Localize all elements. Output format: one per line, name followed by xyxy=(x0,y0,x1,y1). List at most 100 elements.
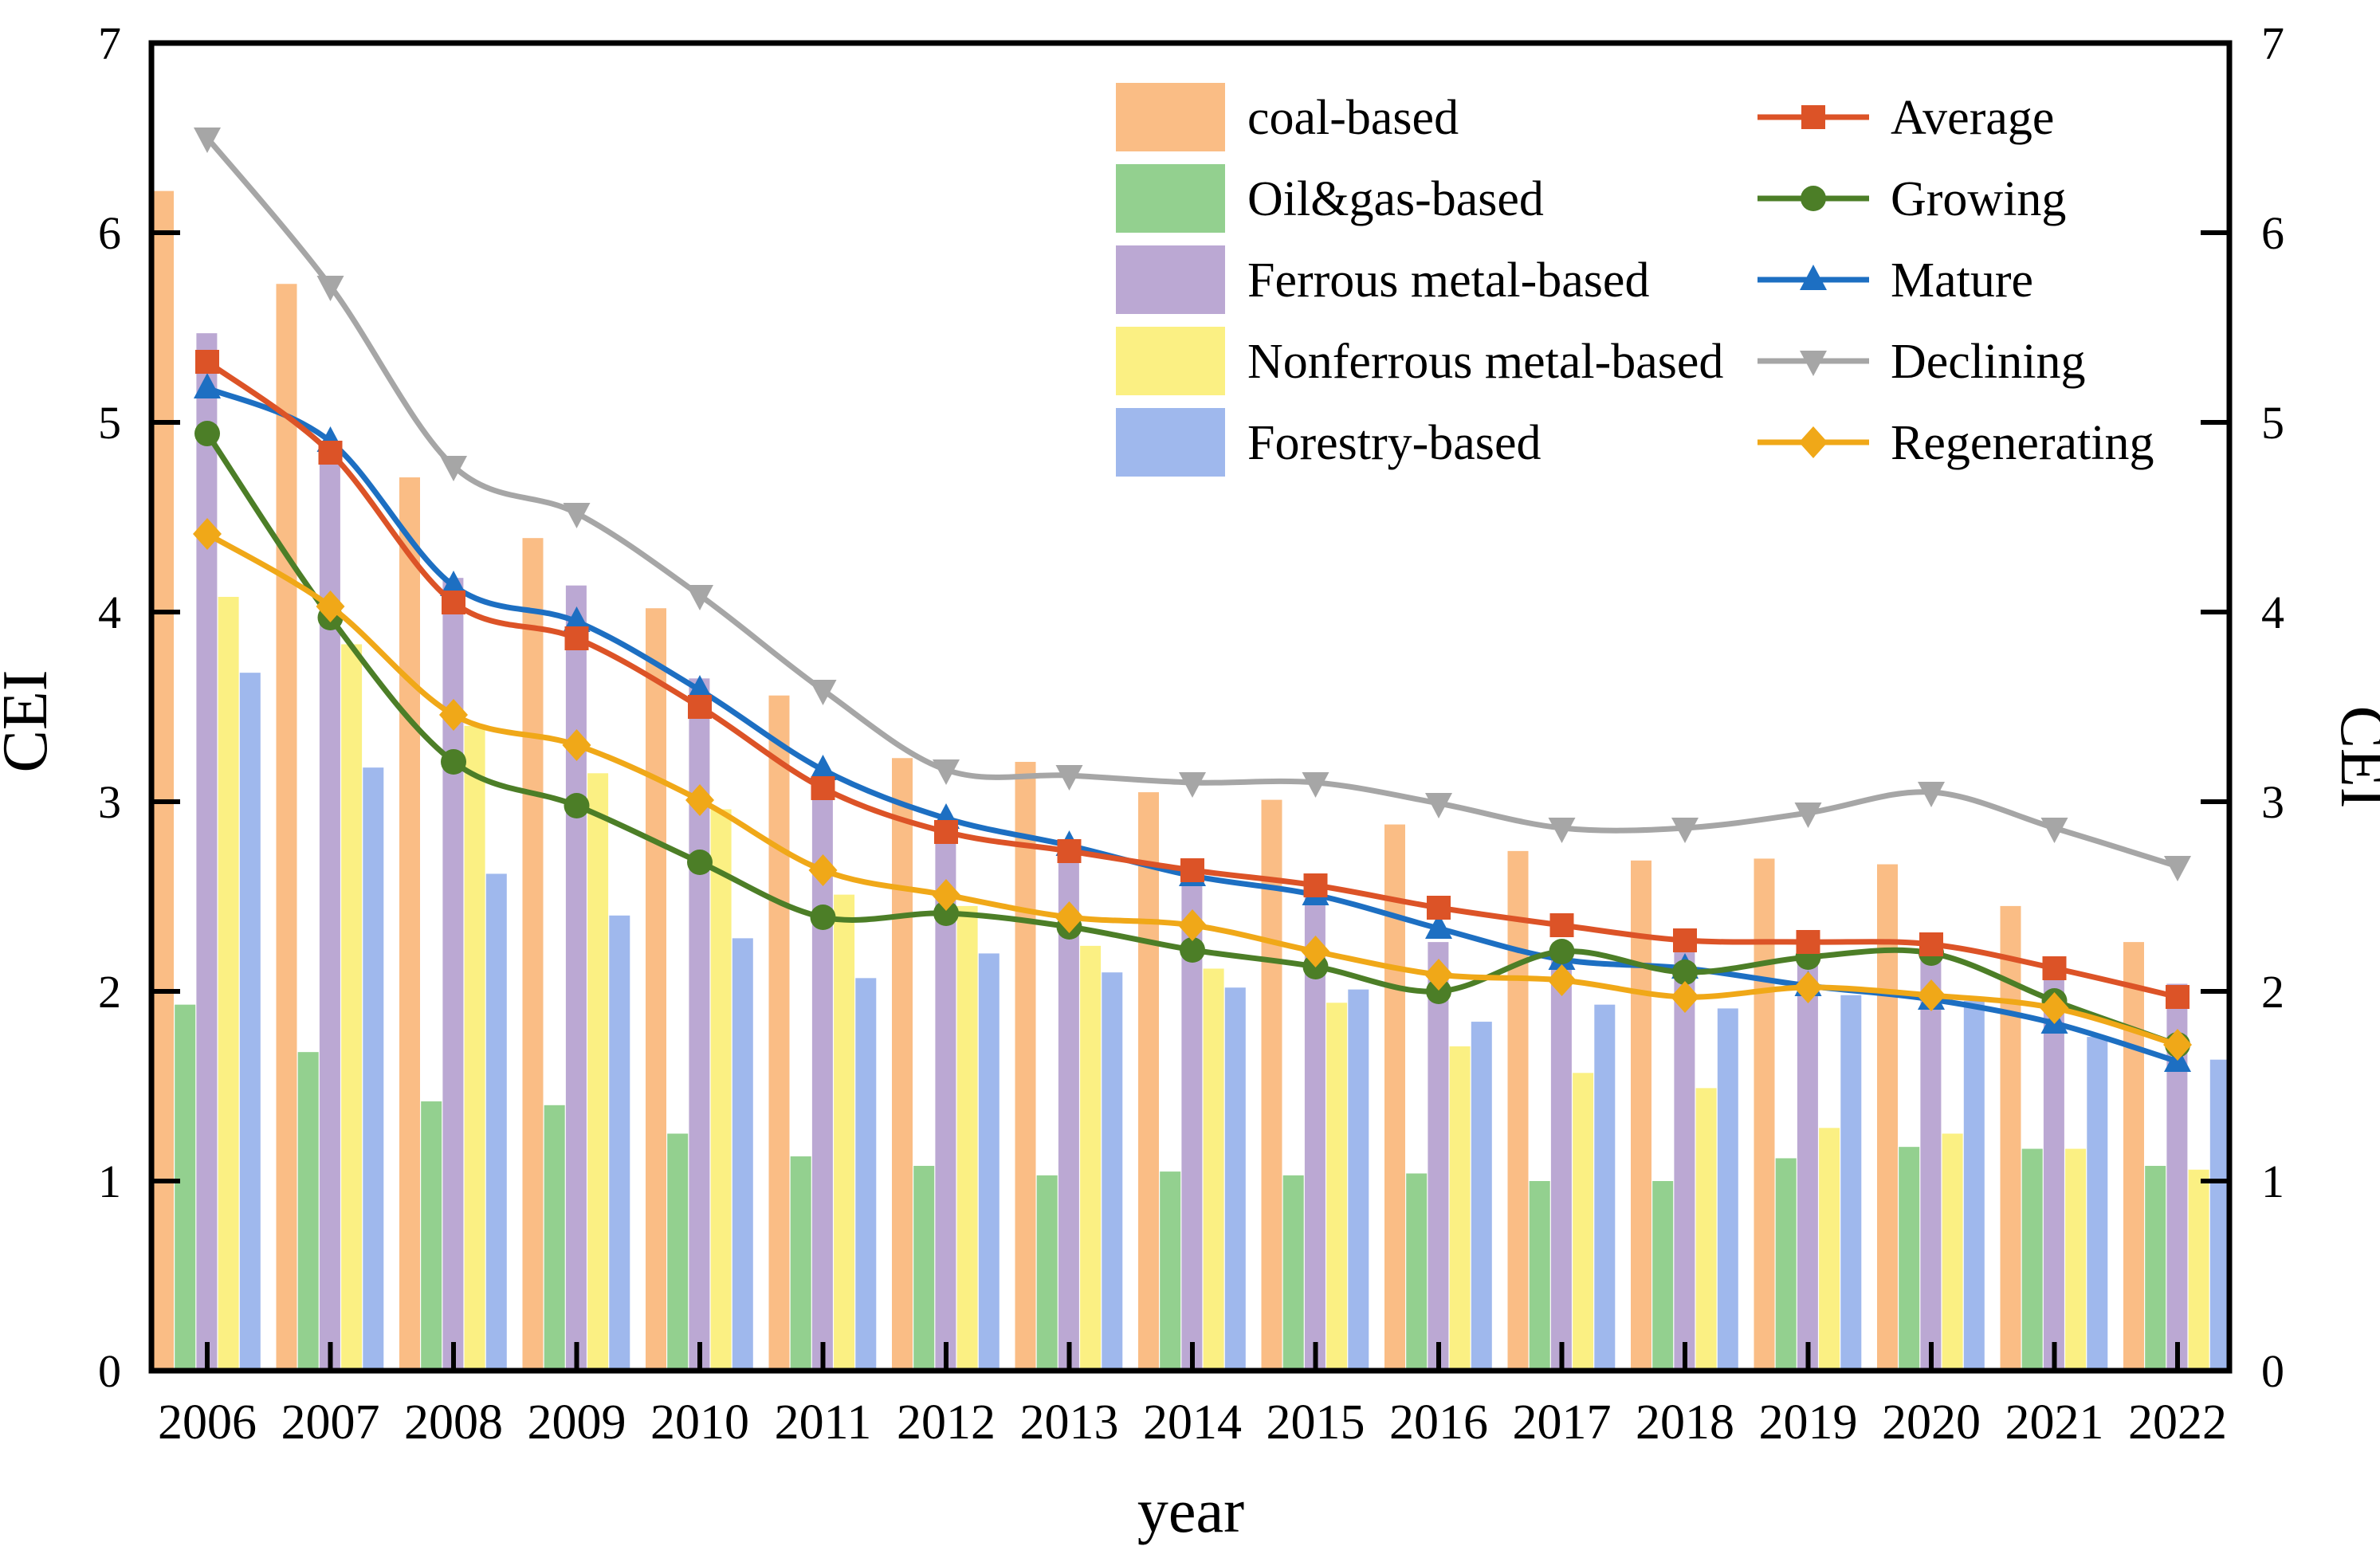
left-tick-label: 0 xyxy=(98,1345,121,1397)
bar xyxy=(544,1105,565,1371)
marker-square xyxy=(1549,913,1574,937)
year-label: 2010 xyxy=(650,1395,749,1450)
marker-diamond xyxy=(439,699,468,731)
left-tick-label: 1 xyxy=(98,1156,121,1207)
bar xyxy=(1406,1173,1428,1371)
bar xyxy=(341,644,363,1371)
line-path xyxy=(204,359,2181,1000)
marker-triangle-up xyxy=(1800,265,1827,290)
legend-item-forestry-based: Forestry-based xyxy=(1116,408,1541,477)
left-tick-label: 2 xyxy=(98,966,121,1018)
marker-circle xyxy=(1426,979,1451,1004)
marker-triangle-up xyxy=(686,675,713,700)
bar xyxy=(1138,792,1159,1371)
bar xyxy=(2188,1169,2209,1371)
tick-labels: 0 0 1 1 2 2 3 3 4 4 5 5 6 6 7 7 xyxy=(98,18,2284,1397)
x-tick-labels: 2006 2007 2008 2009 2010 2011 2012 2013 2014 2015… xyxy=(158,1395,2227,1450)
marker-triangle-down xyxy=(2164,856,2191,881)
bar xyxy=(1717,1008,1738,1371)
marker-triangle-down xyxy=(440,456,467,481)
marker-triangle-down xyxy=(933,759,960,785)
bar xyxy=(1348,989,1369,1371)
marker-triangle-up xyxy=(1425,913,1452,939)
right-tick-label: 7 xyxy=(2261,18,2284,69)
marker-triangle-down xyxy=(194,128,221,153)
marker-square xyxy=(195,350,219,374)
marker-triangle-up xyxy=(194,373,221,398)
left-tick-label: 3 xyxy=(98,776,121,828)
bar xyxy=(978,953,1000,1371)
legend-swatch xyxy=(1116,245,1225,314)
marker-diamond xyxy=(685,784,714,816)
bar xyxy=(2145,1165,2166,1371)
marker-triangle-down xyxy=(316,276,344,301)
marker-triangle-up xyxy=(563,606,591,632)
bar xyxy=(1058,854,1079,1371)
bar xyxy=(1899,1147,1920,1371)
marker-diamond xyxy=(1917,979,1946,1011)
bars-nonferrous-metal-based xyxy=(218,596,2209,1371)
bar xyxy=(811,790,833,1371)
bar xyxy=(646,608,666,1371)
legend-label: Ferrous metal-based xyxy=(1247,253,1649,308)
left-tick-label: 5 xyxy=(98,397,121,449)
x-axis-title: year xyxy=(1137,1476,1244,1545)
bar xyxy=(1036,1175,1058,1371)
year-label: 2017 xyxy=(1513,1395,1612,1450)
legend-item-coal-based: coal-based xyxy=(1116,83,1459,151)
bar xyxy=(1550,945,1572,1371)
left-tick-label: 4 xyxy=(98,587,121,638)
legend-label: Average xyxy=(1891,91,2054,145)
legend-label: Regenerating xyxy=(1891,416,2154,470)
right-tick-label: 0 xyxy=(2261,1345,2284,1397)
marker-square xyxy=(1427,896,1451,920)
marker-diamond xyxy=(1178,909,1207,941)
bar xyxy=(790,1156,811,1371)
bar xyxy=(1797,949,1818,1371)
legend-swatch xyxy=(1116,83,1225,151)
marker-triangle-down xyxy=(1179,772,1206,798)
bars-coal-based xyxy=(153,190,2144,1372)
bar xyxy=(1449,1046,1471,1371)
legend-item-mature: Mature xyxy=(1758,253,2033,308)
bars-forestry-based xyxy=(239,673,2231,1371)
marker-circle xyxy=(1549,939,1575,964)
bar xyxy=(855,978,877,1371)
bar xyxy=(609,915,630,1371)
marker-triangle-down xyxy=(809,680,837,705)
marker-diamond xyxy=(562,729,591,761)
year-label: 2012 xyxy=(897,1395,996,1450)
marker-square xyxy=(1796,930,1820,954)
bar xyxy=(239,673,261,1371)
line-path xyxy=(204,531,2181,1048)
marker-triangle-up xyxy=(440,571,467,596)
marker-triangle-down xyxy=(1794,803,1822,828)
legend-label: Forestry-based xyxy=(1247,416,1541,470)
marker-circle xyxy=(441,749,466,775)
bar xyxy=(710,809,732,1371)
legend-swatch xyxy=(1116,408,1225,477)
year-label: 2022 xyxy=(2128,1395,2227,1450)
marker-square xyxy=(1801,105,1825,129)
legend-label: Oil&gas-based xyxy=(1247,172,1544,226)
bar xyxy=(522,538,544,1372)
marker-diamond xyxy=(1547,964,1577,996)
year-label: 2015 xyxy=(1267,1395,1365,1450)
marker-triangle-down xyxy=(2040,818,2068,843)
bar xyxy=(587,773,609,1371)
marker-square xyxy=(1673,928,1697,952)
bar xyxy=(1963,1000,1985,1371)
marker-circle xyxy=(687,850,713,875)
marker-diamond xyxy=(1424,959,1453,991)
marker-square xyxy=(2166,985,2190,1009)
bar xyxy=(399,477,420,1371)
bar xyxy=(956,905,978,1371)
bar xyxy=(1920,952,1942,1371)
marker-triangle-down xyxy=(1548,818,1576,843)
marker-diamond xyxy=(2040,992,2069,1024)
marker-circle xyxy=(564,793,590,818)
bar xyxy=(1160,1171,1181,1371)
line-declining xyxy=(194,128,2191,881)
right-tick-label: 1 xyxy=(2261,1156,2284,1207)
